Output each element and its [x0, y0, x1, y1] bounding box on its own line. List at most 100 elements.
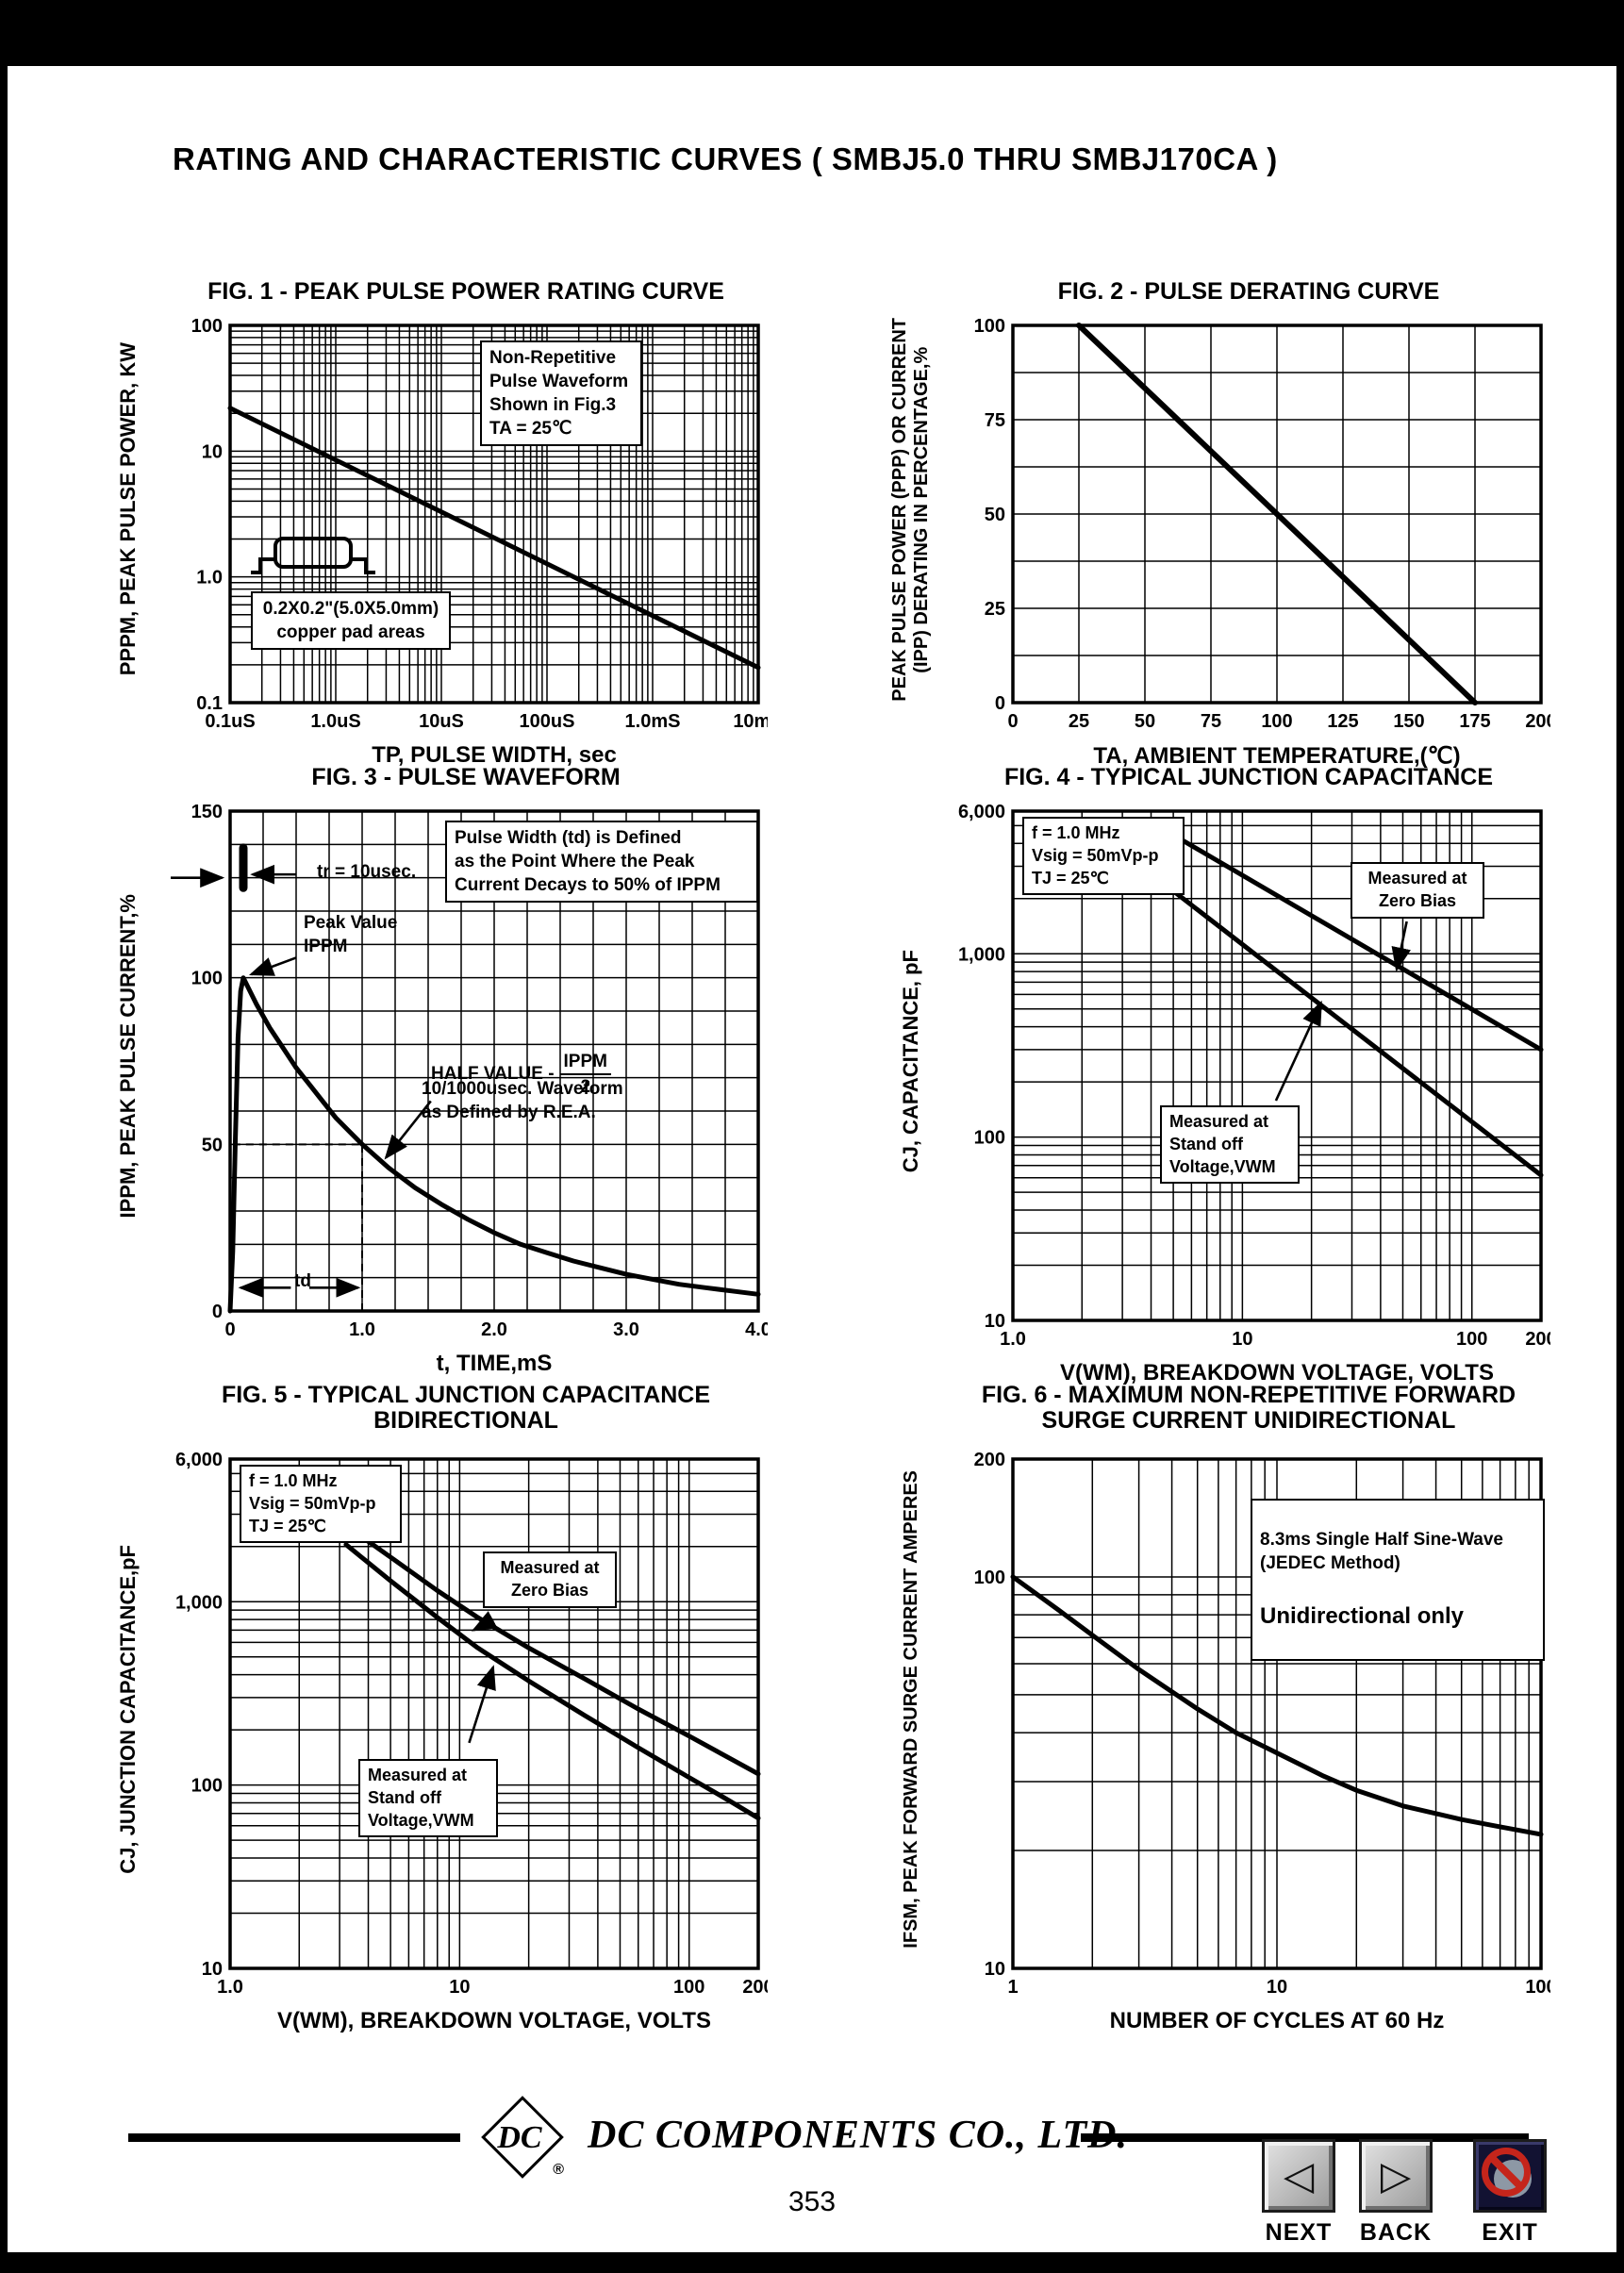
- figure-6-title: FIG. 6 - MAXIMUM NON-REPETITIVE FORWARD: [981, 1382, 1516, 1408]
- svg-text:100uS: 100uS: [520, 711, 575, 732]
- fig3-note-half-value: HALF VALUE - IPPM 2: [431, 1026, 611, 1099]
- back-button[interactable]: ▷: [1359, 2139, 1433, 2213]
- exit-button[interactable]: [1473, 2139, 1547, 2213]
- svg-text:100: 100: [974, 1568, 1005, 1588]
- svg-text:200: 200: [1525, 1329, 1550, 1350]
- svg-text:0.1uS: 0.1uS: [205, 711, 255, 732]
- svg-text:1.0mS: 1.0mS: [625, 711, 681, 732]
- figure-4-title: FIG. 4 - TYPICAL JUNCTION CAPACITANCE: [1003, 764, 1494, 790]
- svg-text:0: 0: [995, 693, 1005, 714]
- svg-text:2.0: 2.0: [481, 1319, 507, 1340]
- svg-text:100: 100: [974, 316, 1005, 337]
- figure-3-title: FIG. 3 - PULSE WAVEFORM: [311, 764, 621, 790]
- figure-3-x-axis-label: t, TIME,mS: [436, 1351, 553, 1376]
- company-name: DC COMPONENTS CO., LTD.: [588, 2114, 1128, 2157]
- figure-6-y-axis-label: IFSM, PEAK FORWARD SURGE CURRENT AMPERES: [900, 1469, 921, 1949]
- svg-text:75: 75: [1201, 711, 1221, 732]
- svg-text:1,000: 1,000: [958, 944, 1005, 965]
- figure-5-y-axis-label: CJ, JUNCTION CAPACITANCE,pF: [116, 1544, 141, 1874]
- svg-text:150: 150: [191, 802, 223, 822]
- svg-text:50: 50: [1135, 711, 1155, 732]
- figure-5-subtitle: BIDIRECTIONAL: [373, 1407, 558, 1434]
- figure-3-y-axis-label: IPPM, PEAK PULSE CURRENT,%: [116, 894, 141, 1219]
- svg-text:0: 0: [212, 1302, 223, 1322]
- figure-3-overlay: tr = 10usec. Peak Value IPPM Pulse Width…: [164, 802, 768, 1349]
- footer-rule-left: [128, 2133, 460, 2142]
- figure-1-y-axis-label: PPPM, PEAK PULSE POWER, KW: [116, 342, 141, 676]
- dc-components-logo: DC ®: [477, 2096, 564, 2181]
- svg-text:200: 200: [1525, 711, 1550, 732]
- back-button-label: BACK: [1359, 2219, 1433, 2246]
- fig3-note-td-definition: Pulse Width (td) is Defined as the Point…: [445, 821, 758, 904]
- figure-5-title: FIG. 5 - TYPICAL JUNCTION CAPACITANCE: [221, 1382, 711, 1408]
- figure-1-chart: 0.1uS 1.0uS 10uS 100uS 1.0mS 10mS 100 10 1.0 0.1: [191, 316, 768, 732]
- page-title: RATING AND CHARACTERISTIC CURVES ( SMBJ5…: [173, 141, 1278, 176]
- figure-1-title: FIG. 1 - PEAK PULSE POWER RATING CURVE: [207, 278, 724, 305]
- svg-text:1.0: 1.0: [196, 568, 223, 589]
- fig6-note-jedec-text: 8.3ms Single Half Sine-Wave (JEDEC Metho…: [1260, 1530, 1503, 1574]
- figure-1-overlay: Non-Repetitive Pulse Waveform Shown in F…: [164, 316, 768, 740]
- logo-monogram: DC: [497, 2120, 542, 2155]
- fig3-note-tr: tr = 10usec.: [317, 862, 417, 882]
- svg-text:10uS: 10uS: [419, 711, 464, 732]
- svg-text:10: 10: [985, 1311, 1005, 1332]
- figure-4-y-axis-label: CJ, CAPACITANCE, pF: [899, 949, 923, 1173]
- svg-text:10: 10: [1232, 1329, 1252, 1350]
- fig5-note-zero-bias: Measured at Zero Bias: [483, 1551, 617, 1608]
- page-body: RATING AND CHARACTERISTIC CURVES ( SMBJ5…: [8, 66, 1616, 2252]
- figure-4-overlay: f = 1.0 MHz Vsig = 50mVp-p TJ = 25℃ Meas…: [947, 802, 1550, 1358]
- exit-prohibition-icon: [1482, 2148, 1531, 2197]
- fig3-half-value-label: HALF VALUE -: [431, 1064, 555, 1085]
- svg-text:175: 175: [1459, 711, 1490, 732]
- svg-text:0: 0: [224, 1319, 235, 1340]
- svg-text:1.0uS: 1.0uS: [310, 711, 360, 732]
- svg-text:25: 25: [1069, 711, 1089, 732]
- figure-2-y-axis-label: PEAK PULSE POWER (PPP) OR CURRENT (IPP) …: [889, 317, 932, 702]
- figure-3-chart: 0 1.0 2.0 3.0 4.0 0 50 100 150: [171, 802, 768, 1340]
- svg-text:0.1: 0.1: [196, 693, 223, 714]
- fig3-note-rea-waveform: 10/1000usec. Waveform as Defined by R.E.…: [422, 1079, 623, 1123]
- fig1-note-pad-area: 0.2X0.2"(5.0X5.0mm) copper pad areas: [251, 591, 451, 651]
- next-button[interactable]: ◁: [1262, 2139, 1335, 2213]
- svg-text:0: 0: [1007, 711, 1018, 732]
- svg-text:1.0: 1.0: [1000, 1329, 1026, 1350]
- smb-package-icon: [251, 537, 375, 574]
- fig3-note-td: td: [294, 1271, 311, 1291]
- svg-text:1: 1: [1007, 1977, 1018, 1998]
- figure-2-x-axis-label: TA, AMBIENT TEMPERATURE,(℃): [1093, 743, 1461, 769]
- fig1-note-nonrepetitive: Non-Repetitive Pulse Waveform Shown in F…: [480, 340, 642, 447]
- next-button-label: NEXT: [1265, 2219, 1333, 2246]
- figure-2-title: FIG. 2 - PULSE DERATING CURVE: [1057, 278, 1440, 305]
- svg-text:10: 10: [202, 1959, 223, 1980]
- figure-4-x-axis-label: V(WM), BREAKDOWN VOLTAGE, VOLTS: [1060, 1360, 1494, 1385]
- page-number: 353: [787, 2186, 837, 2217]
- registered-trademark-symbol: ®: [553, 2162, 564, 2178]
- svg-text:10mS: 10mS: [733, 711, 768, 732]
- svg-text:75: 75: [985, 410, 1005, 431]
- svg-text:50: 50: [985, 505, 1005, 525]
- svg-text:100: 100: [673, 1977, 704, 1998]
- svg-text:100: 100: [191, 1776, 223, 1797]
- svg-text:100: 100: [1525, 1977, 1550, 1998]
- figure-5-x-axis-label: V(WM), BREAKDOWN VOLTAGE, VOLTS: [277, 2008, 711, 2033]
- svg-text:10: 10: [985, 1959, 1005, 1980]
- svg-text:50: 50: [202, 1135, 223, 1155]
- fig4-note-zero-bias: Measured at Zero Bias: [1351, 862, 1484, 919]
- exit-button-label: EXIT: [1482, 2219, 1538, 2246]
- fig4-note-standoff: Measured at Stand off Voltage,VWM: [1160, 1105, 1300, 1185]
- figure-2: FIG. 2 - PULSE DERATING CURVE PEAK PULSE…: [881, 278, 1579, 778]
- figure-1-x-axis-label: TP, PULSE WIDTH, sec: [372, 742, 617, 768]
- footer-rule-right: [1081, 2133, 1529, 2142]
- figure-4: FIG. 4 - TYPICAL JUNCTION CAPACITANCE CJ…: [881, 764, 1579, 1386]
- svg-text:10: 10: [1267, 1977, 1287, 1998]
- figure-5: FIG. 5 - TYPICAL JUNCTION CAPACITANCE BI…: [98, 1382, 796, 2042]
- back-arrow-icon: ▷: [1380, 2152, 1412, 2198]
- fig3-half-value-fraction: IPPM 2: [559, 1050, 611, 1099]
- svg-text:100: 100: [974, 1128, 1005, 1149]
- figure-6-x-axis-label: NUMBER OF CYCLES AT 60 Hz: [1109, 2008, 1445, 2033]
- figure-6-overlay: 8.3ms Single Half Sine-Wave (JEDEC Metho…: [947, 1450, 1550, 2006]
- figure-5-overlay: f = 1.0 MHz Vsig = 50mVp-p TJ = 25℃ Meas…: [164, 1450, 768, 2006]
- svg-text:100: 100: [191, 316, 223, 337]
